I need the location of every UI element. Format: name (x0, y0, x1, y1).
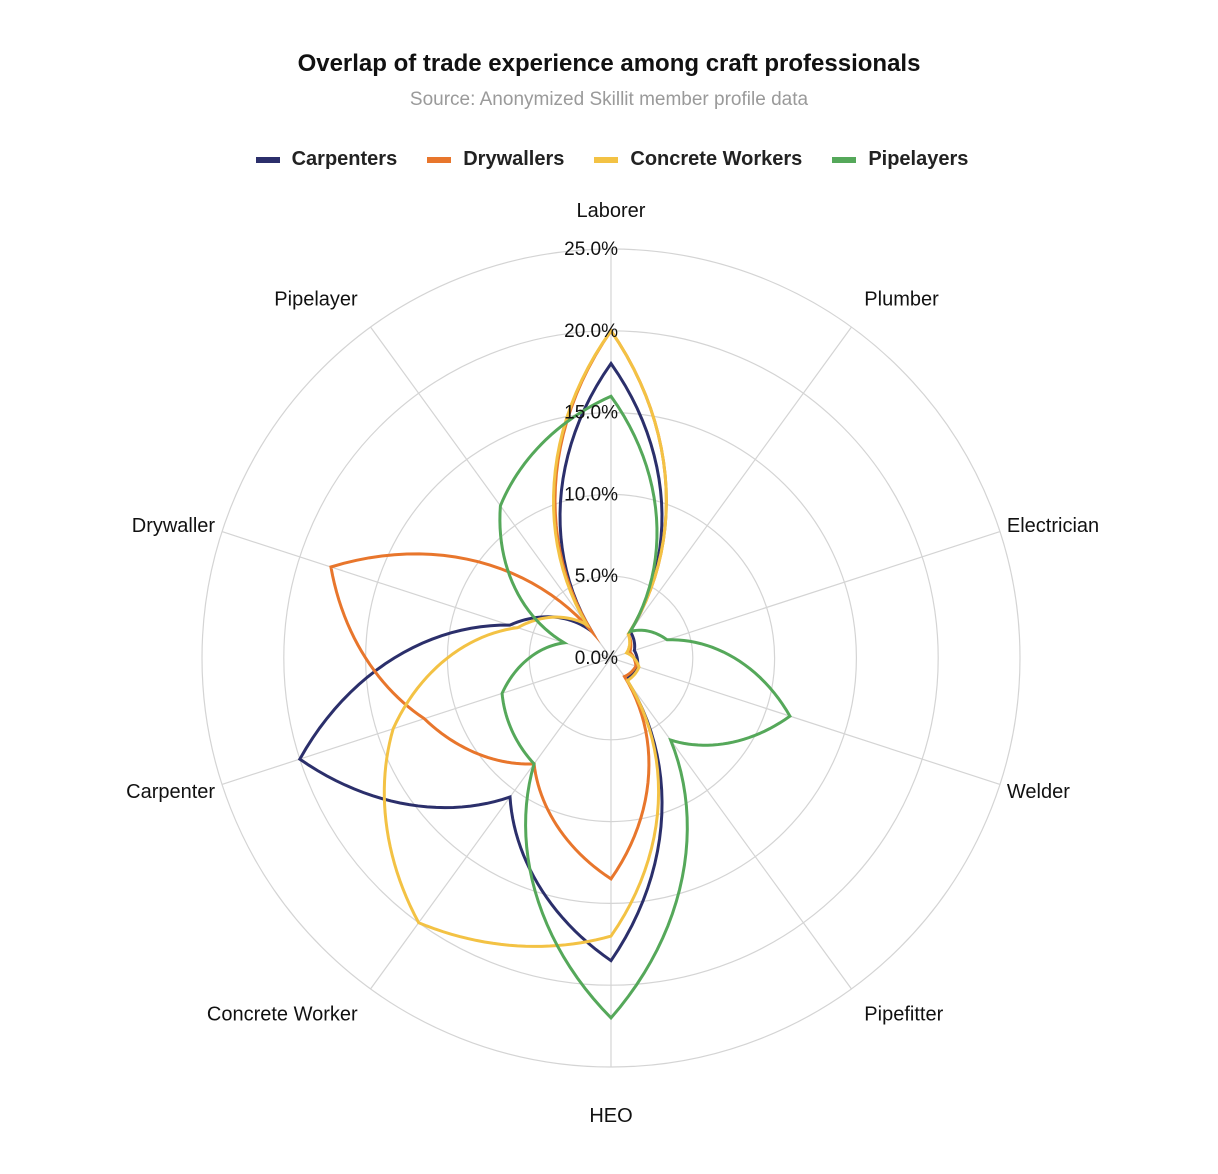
grid-spoke-pipefitter (610, 657, 852, 990)
radar-axis-labels: Laborer Plumber Electrician Welder Pipefitte… (126, 200, 1099, 1127)
series-line-pipelayers (498, 394, 792, 1021)
legend-item-concrete-workers[interactable]: Concrete Workers (594, 148, 802, 171)
tick-label-4: 20.0% (564, 321, 618, 342)
legend-label-carpenters: Carpenters (291, 148, 398, 170)
axis-label-welder: Welder (1007, 781, 1070, 803)
axis-label-plumber: Plumber (864, 288, 939, 310)
axis-label-pipelayer: Pipelayer (274, 288, 358, 310)
chart-title: Overlap of trade experience among craft … (297, 50, 921, 77)
axis-label-carpenter: Carpenter (126, 781, 215, 803)
radar-tick-labels: 0.0% 5.0% 10.0% 15.0% 20.0% 25.0% (564, 239, 618, 669)
legend-item-pipelayers[interactable]: Pipelayers (832, 148, 968, 171)
series-line-drywallers (329, 328, 668, 881)
legend-item-carpenters[interactable]: Carpenters (255, 148, 398, 171)
grid-spoke-electrician (610, 531, 1001, 659)
radar-series (297, 328, 792, 1021)
grid-spoke-carpenter (221, 657, 612, 785)
legend-swatch-carpenters (255, 156, 280, 163)
series-concrete-workers (382, 328, 668, 948)
chart-subtitle: Source: Anonymized Skillit member profil… (409, 89, 809, 110)
axis-label-electrician: Electrician (1007, 515, 1099, 537)
legend-swatch-concrete-workers (594, 156, 619, 163)
series-pipelayers (498, 394, 792, 1021)
legend-label-drywallers: Drywallers (463, 148, 565, 170)
grid-spoke-pipelayer (370, 326, 612, 659)
legend-label-pipelayers: Pipelayers (868, 148, 969, 170)
legend-item-drywallers[interactable]: Drywallers (427, 148, 564, 171)
series-carpenters (297, 360, 664, 963)
axis-label-concrete-worker: Concrete Worker (207, 1004, 358, 1026)
series-line-carpenters (297, 360, 664, 963)
legend-label-concrete-workers: Concrete Workers (630, 148, 803, 170)
axis-label-heo: HEO (589, 1105, 632, 1127)
axis-label-pipefitter: Pipefitter (864, 1004, 943, 1026)
tick-label-5: 25.0% (564, 239, 618, 260)
tick-label-2: 10.0% (564, 484, 618, 505)
grid-spoke-drywaller (221, 531, 612, 659)
series-line-concrete-workers (382, 328, 668, 948)
grid-spoke-welder (610, 657, 1001, 785)
legend-swatch-pipelayers (832, 156, 857, 163)
tick-label-0: 0.0% (575, 648, 618, 669)
legend: Carpenters Drywallers Concrete Workers P… (0, 148, 1218, 171)
grid-spoke-plumber (610, 326, 852, 659)
legend-swatch-drywallers (427, 156, 452, 163)
tick-label-3: 15.0% (564, 403, 618, 424)
axis-label-laborer: Laborer (577, 200, 646, 222)
axis-label-drywaller: Drywaller (132, 515, 216, 537)
series-drywallers (329, 328, 668, 881)
tick-label-1: 5.0% (575, 566, 618, 587)
grid-spoke-concrete-worker (370, 657, 612, 990)
